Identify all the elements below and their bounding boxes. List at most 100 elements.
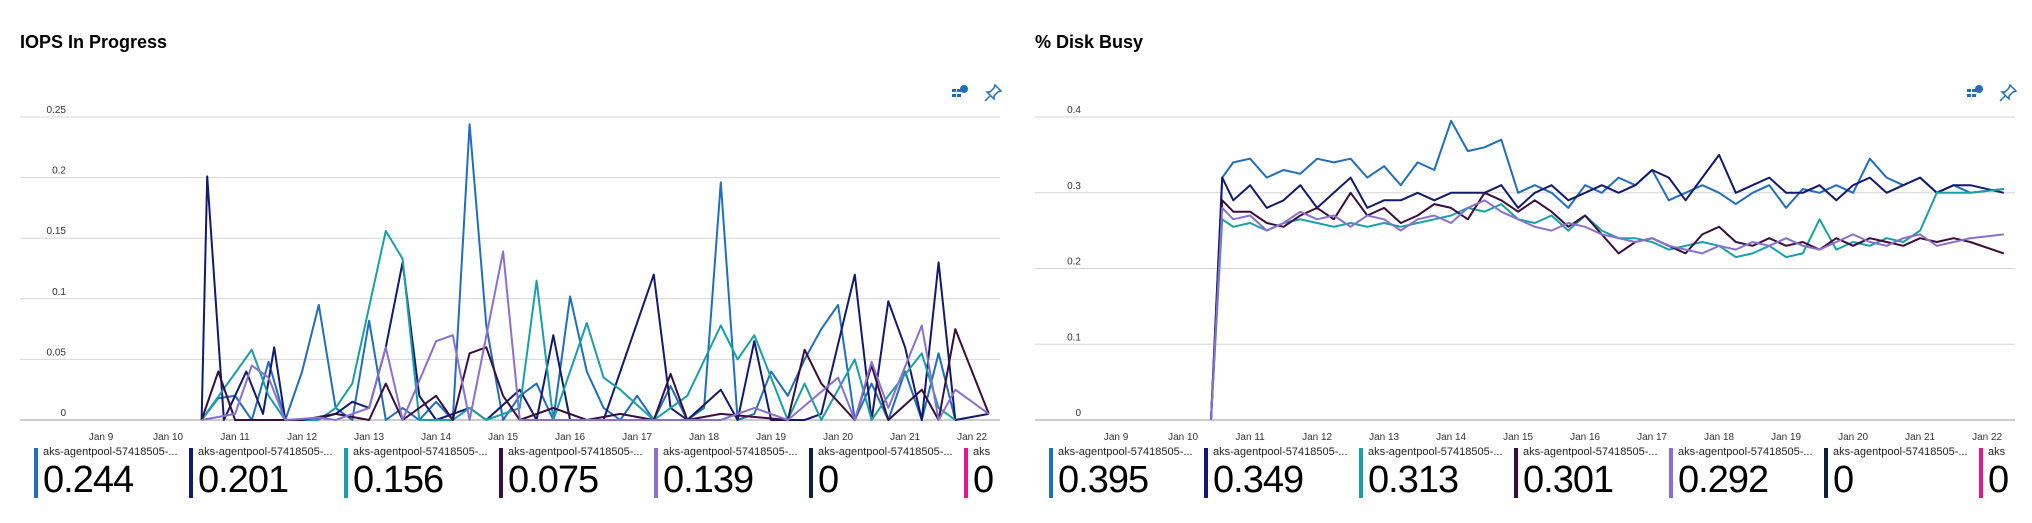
legend-item[interactable]: aks-agentpool-57418505-... 0.139 [654,444,804,512]
legend-color-swatch [1049,448,1053,498]
legend-item[interactable]: aks-agentpool-57418505-... 0.313 [1359,444,1509,512]
y-tick-label: 0.1 [1067,332,1081,343]
legend-color-swatch [344,448,348,498]
legend-color-swatch [1514,448,1518,498]
y-tick-label: 0.4 [1067,105,1081,116]
legend-series-name: aks-agentpool-57418505-... [1678,446,1813,458]
legend-item[interactable]: aks 0 [1979,444,2015,512]
y-tick-label: 0.05 [47,347,67,358]
legend-series-name: aks-agentpool-57418505-... [663,446,798,458]
legend-color-swatch [1204,448,1208,498]
series-line-1 [200,123,957,421]
series-line-5 [1210,199,2004,421]
x-tick-label: Jan 18 [689,432,719,443]
split-metrics-icon[interactable] [950,83,970,103]
x-tick-label: Jan 16 [1570,432,1600,443]
x-tick-label: Jan 13 [1369,432,1399,443]
x-tick-label: Jan 11 [220,432,250,443]
legend-item[interactable]: aks-agentpool-57418505-... 0.395 [1049,444,1199,512]
legend-series-name: aks [1988,446,2006,458]
split-metrics-icon[interactable] [1965,83,1985,103]
legend-series-value: 0.075 [508,459,599,501]
series-line-5 [201,250,990,421]
legend-series-value: 0.395 [1058,459,1149,501]
x-tick-label: Jan 20 [1838,432,1868,443]
legend-item[interactable]: aks-agentpool-57418505-... 0.244 [34,444,184,512]
legend-color-swatch [499,448,503,498]
x-tick-label: Jan 11 [1235,432,1265,443]
series-line-3 [200,229,956,421]
legend-color-swatch [654,448,658,498]
legend-series-name: aks-agentpool-57418505-... [1523,446,1658,458]
legend-color-swatch [809,448,813,498]
legend-item[interactable]: aks 0 [964,444,1000,512]
legend-series-name: aks-agentpool-57418505-... [1213,446,1348,458]
y-tick-label: 0.2 [1067,257,1081,268]
y-tick-label: 0 [1075,408,1081,419]
x-tick-label: Jan 17 [622,432,652,443]
x-tick-label: Jan 12 [1302,432,1332,443]
legend-series-value: 0.301 [1523,459,1614,501]
pin-icon[interactable] [1998,83,2018,103]
legend-series-name: aks-agentpool-57418505-... [198,446,333,458]
series-line-2 [1210,153,2005,421]
iops-panel: IOPS In Progress 0 0.05 0.1 0.15 0.2 0.25 Jan … [0,0,1010,523]
legend-series-name: aks-agentpool-57418505-... [1833,446,1968,458]
legend-item[interactable]: aks-agentpool-57418505-... 0.075 [499,444,649,512]
chart-legend: aks-agentpool-57418505-... 0.395 aks-agent… [1049,444,2015,514]
x-tick-label: Jan 17 [1637,432,1667,443]
chart-title: IOPS In Progress [20,32,168,52]
legend-item[interactable]: aks-agentpool-57418505-... 0.156 [344,444,494,512]
legend-series-name: aks [973,446,991,458]
y-tick-label: 0 [60,408,66,419]
legend-item[interactable]: aks-agentpool-57418505-... 0 [809,444,959,512]
x-tick-label: Jan 21 [1905,432,1935,443]
legend-series-value: 0.244 [43,459,134,501]
legend-series-value: 0.139 [663,459,754,501]
x-tick-label: Jan 15 [1503,432,1533,443]
legend-color-swatch [189,448,193,498]
series-line-4 [1210,191,2005,421]
legend-series-value: 0 [818,459,839,501]
legend-item[interactable]: aks-agentpool-57418505-... 0.292 [1669,444,1819,512]
legend-color-swatch [1669,448,1673,498]
legend-series-value: 0.292 [1678,459,1769,501]
pin-icon[interactable] [983,83,1003,103]
legend-item[interactable]: aks-agentpool-57418505-... 0.301 [1514,444,1664,512]
x-tick-label: Jan 21 [890,432,920,443]
legend-item[interactable]: aks-agentpool-57418505-... 0 [1824,444,1974,512]
chart-title: % Disk Busy [1035,32,1144,52]
x-tick-label: Jan 12 [287,432,317,443]
x-tick-label: Jan 13 [354,432,384,443]
y-tick-label: 0.25 [47,105,67,116]
legend-series-value: 0.201 [198,459,289,501]
x-tick-label: Jan 9 [1104,432,1129,443]
legend-series-name: aks-agentpool-57418505-... [1368,446,1503,458]
x-tick-label: Jan 22 [1972,432,2002,443]
series-line-3 [1210,188,2004,421]
disk-busy-line-chart: 0 0.1 0.2 0.3 0.4 Jan 9 Jan 10 Jan 11 Jan 12 Jan … [1035,105,2015,443]
iops-line-chart: 0 0.05 0.1 0.15 0.2 0.25 Jan 9 Jan 10 Jan 11 Jan … [20,105,1000,443]
x-tick-label: Jan 10 [153,432,183,443]
legend-color-swatch [1979,448,1983,498]
x-tick-label: Jan 16 [555,432,585,443]
x-tick-label: Jan 19 [1771,432,1801,443]
y-tick-label: 0.1 [52,287,66,298]
series-line-1 [1210,119,2004,421]
legend-series-value: 0.349 [1213,459,1304,501]
x-tick-label: Jan 14 [421,432,451,443]
legend-series-name: aks-agentpool-57418505-... [818,446,953,458]
legend-series-name: aks-agentpool-57418505-... [43,446,178,458]
legend-color-swatch [964,448,968,498]
x-tick-label: Jan 14 [1436,432,1466,443]
legend-color-swatch [1824,448,1828,498]
x-tick-label: Jan 18 [1704,432,1734,443]
x-tick-label: Jan 15 [488,432,518,443]
legend-item[interactable]: aks-agentpool-57418505-... 0.349 [1204,444,1354,512]
legend-color-swatch [1359,448,1363,498]
legend-series-value: 0 [1833,459,1854,501]
disk-busy-panel: % Disk Busy 0 0.1 0.2 0.3 0.4 Jan 9 Jan 10 Jan … [1015,0,2025,523]
x-tick-label: Jan 10 [1168,432,1198,443]
legend-item[interactable]: aks-agentpool-57418505-... 0.201 [189,444,339,512]
x-tick-label: Jan 22 [957,432,987,443]
